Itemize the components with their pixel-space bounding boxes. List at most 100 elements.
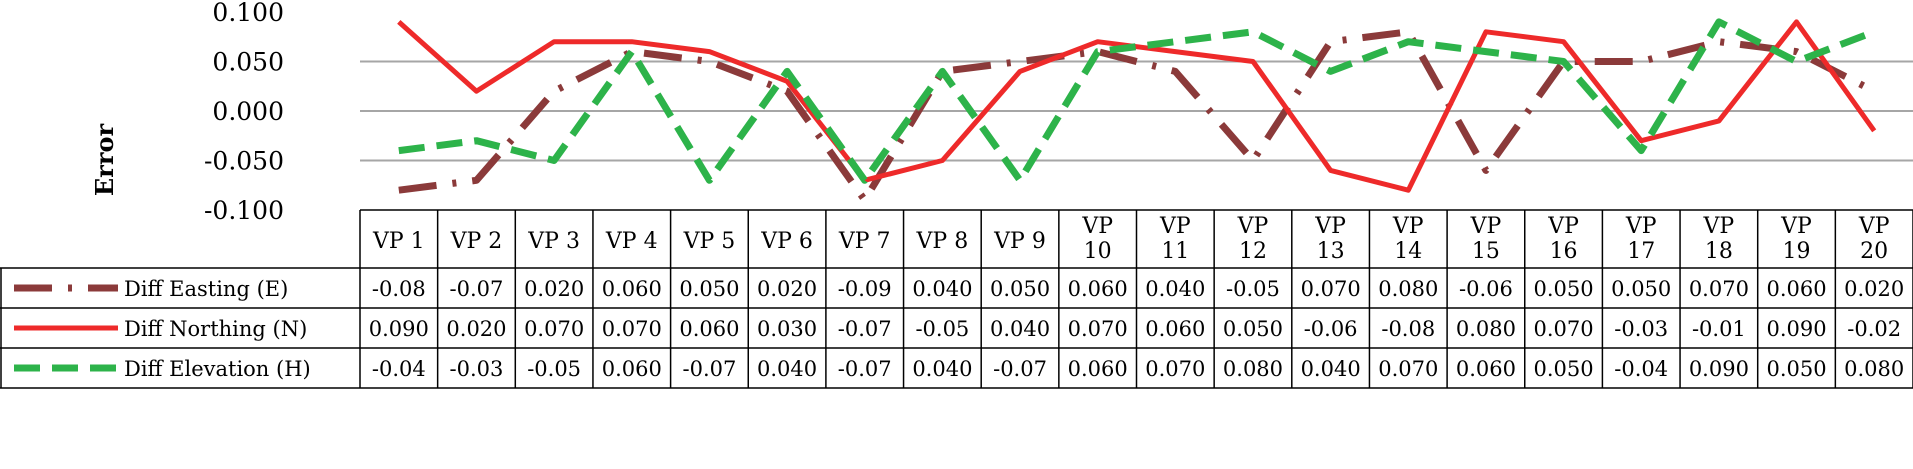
category-label: VP 6 [760, 229, 813, 254]
legend-label: Diff Easting (E) [124, 277, 288, 301]
category-label: VP [1081, 214, 1113, 239]
table-cell: 0.050 [1611, 277, 1671, 301]
table-cell: 0.060 [602, 277, 662, 301]
table-cell: 0.050 [1534, 277, 1594, 301]
category-label: VP 5 [683, 229, 736, 254]
category-label: 15 [1472, 239, 1500, 264]
table-cell: 0.020 [757, 277, 817, 301]
y-tick-label: 0.100 [212, 0, 284, 27]
plot-area [397, 18, 1877, 204]
category-label: 17 [1627, 239, 1655, 264]
table-cell: 0.040 [1145, 277, 1205, 301]
y-axis: 0.100 0.050 0.000 -0.050 -0.100 [204, 0, 284, 225]
y-tick-label: -0.050 [204, 147, 284, 176]
category-label: 16 [1550, 239, 1578, 264]
category-label: VP [1392, 214, 1424, 239]
table-cell: -0.07 [838, 357, 892, 381]
table-cell: 0.070 [1145, 357, 1205, 381]
table-cell: -0.02 [1847, 317, 1901, 341]
category-label: 11 [1161, 239, 1189, 264]
category-label: VP [1547, 214, 1579, 239]
table-cell: 0.060 [1456, 357, 1516, 381]
table-cell: 0.050 [679, 277, 739, 301]
table-cell: 0.070 [1068, 317, 1128, 341]
category-label: VP 2 [450, 229, 503, 254]
table-cell: 0.060 [679, 317, 739, 341]
table-cell: -0.04 [1614, 357, 1668, 381]
table-cell: 0.050 [1534, 357, 1594, 381]
category-label: VP 9 [993, 229, 1046, 254]
category-label: 10 [1084, 239, 1112, 264]
category-label: VP 8 [916, 229, 969, 254]
data-table: VP 1 VP 2 VP 3 VP 4 VP 5 VP 6 VP 7 VP 8 VP 9VP10… [0, 209, 1913, 389]
table-cell: 0.020 [524, 277, 584, 301]
table-cell: -0.06 [1304, 317, 1358, 341]
table-cell: -0.07 [993, 357, 1047, 381]
table-cell: 0.060 [1068, 277, 1128, 301]
category-label: VP [1159, 214, 1191, 239]
category-label: VP [1858, 214, 1890, 239]
table-cell: -0.04 [372, 357, 426, 381]
category-label: VP [1780, 214, 1812, 239]
table-cell: 0.060 [1068, 357, 1128, 381]
table-cell: -0.01 [1692, 317, 1746, 341]
y-tick-label: 0.050 [212, 48, 284, 77]
category-label: 18 [1705, 239, 1733, 264]
table-cell: 0.040 [912, 357, 972, 381]
table-cell: 0.050 [1766, 357, 1826, 381]
table-cell: -0.08 [372, 277, 426, 301]
category-label: VP 4 [605, 229, 658, 254]
table-cell: 0.080 [1844, 357, 1904, 381]
y-tick-label: -0.100 [204, 196, 284, 225]
legend-label: Diff Northing (N) [124, 317, 307, 341]
table-cell: 0.040 [912, 277, 972, 301]
y-tick-label: 0.000 [212, 97, 284, 126]
table-cell: 0.090 [369, 317, 429, 341]
table-cell: 0.070 [524, 317, 584, 341]
grid [360, 60, 1913, 162]
table-cell: 0.080 [1378, 277, 1438, 301]
table-cell: 0.070 [1534, 317, 1594, 341]
table-cell: 0.060 [1145, 317, 1205, 341]
table-cell: 0.080 [1223, 357, 1283, 381]
table-cell: -0.05 [915, 317, 969, 341]
table-cell: 0.020 [1844, 277, 1904, 301]
table-cell: -0.03 [1614, 317, 1668, 341]
table-cell: 0.070 [1301, 277, 1361, 301]
table-cell: 0.090 [1689, 357, 1749, 381]
table-cell: -0.08 [1381, 317, 1435, 341]
category-label: VP [1470, 214, 1502, 239]
table-cell: -0.07 [682, 357, 736, 381]
series-line-1 [398, 28, 1876, 204]
table-cell: 0.050 [1223, 317, 1283, 341]
category-label: 12 [1239, 239, 1267, 264]
category-label: VP [1703, 214, 1735, 239]
category-label: 19 [1783, 239, 1811, 264]
series-line-3 [398, 18, 1876, 184]
legend-label: Diff Elevation (H) [124, 357, 311, 381]
series-line-2 [397, 19, 1877, 193]
table-cell: 0.050 [990, 277, 1050, 301]
category-label: 14 [1394, 239, 1422, 264]
table-cell: 0.060 [1766, 277, 1826, 301]
table-cell: 0.070 [602, 317, 662, 341]
table-cell: 0.080 [1456, 317, 1516, 341]
table-cell: -0.07 [838, 317, 892, 341]
table-cell: 0.090 [1766, 317, 1826, 341]
table-cell: -0.03 [450, 357, 504, 381]
table-cell: 0.070 [1378, 357, 1438, 381]
table-cell: -0.09 [838, 277, 892, 301]
table-cell: 0.040 [757, 357, 817, 381]
table-cell: -0.05 [527, 357, 581, 381]
category-label: VP [1237, 214, 1269, 239]
table-cell: 0.060 [602, 357, 662, 381]
table-cell: 0.070 [1689, 277, 1749, 301]
y-axis-label: Error [90, 124, 119, 197]
table-cell: -0.07 [450, 277, 504, 301]
category-label: 20 [1860, 239, 1888, 264]
category-label: VP [1314, 214, 1346, 239]
table-cell: 0.040 [1301, 357, 1361, 381]
category-label: VP 3 [527, 229, 580, 254]
table-cell: -0.06 [1459, 277, 1513, 301]
